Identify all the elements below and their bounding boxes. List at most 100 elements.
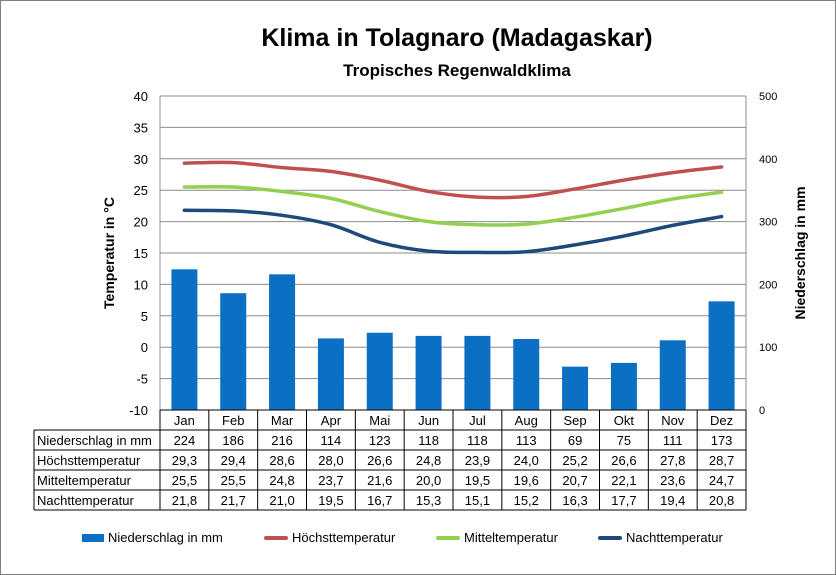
table-cell: 25,5 <box>221 473 246 488</box>
legend-item: Mitteltemperatur <box>436 530 558 545</box>
bar-jul <box>464 335 491 410</box>
table-cell: 21,8 <box>172 493 197 508</box>
table-cell: 15,2 <box>514 493 539 508</box>
table-cell: 23,7 <box>318 473 343 488</box>
y-left-tick-label: 40 <box>134 89 148 104</box>
table-cell: 21,6 <box>367 473 392 488</box>
x-tick-label-jan: Jan <box>174 413 195 428</box>
table-cell: 19,4 <box>660 493 685 508</box>
table-cell: 173 <box>711 433 733 448</box>
table-cell: 19,6 <box>514 473 539 488</box>
y-right-tick-label: 0 <box>759 405 765 417</box>
y-right-tick-label: 200 <box>759 279 777 291</box>
table-cell: 24,0 <box>514 453 539 468</box>
table-cell: 22,1 <box>611 473 636 488</box>
legend-label: Niederschlag in mm <box>108 530 223 545</box>
bar-sep <box>562 366 589 410</box>
legend-item: Nachttemperatur <box>598 530 723 545</box>
x-tick-label-apr: Apr <box>321 413 342 428</box>
table-cell: 16,7 <box>367 493 392 508</box>
y-left-tick-label: 15 <box>134 246 148 261</box>
bar-jan <box>171 269 198 410</box>
bar-okt <box>610 362 637 410</box>
chart-subtitle: Tropisches Regenwaldklima <box>343 61 571 80</box>
table-cell: 21,0 <box>269 493 294 508</box>
table-cell: 118 <box>418 433 439 448</box>
legend-item: Niederschlag in mm <box>82 530 223 545</box>
y-left-tick-label: 20 <box>134 215 148 230</box>
table-row-label: Mitteltemperatur <box>37 473 132 488</box>
legend-label: Mitteltemperatur <box>464 530 558 545</box>
legend-swatch <box>436 535 460 540</box>
x-tick-label-nov: Nov <box>661 413 685 428</box>
table-cell: 26,6 <box>367 453 392 468</box>
table-cell: 114 <box>321 433 342 448</box>
x-tick-label-mar: Mar <box>271 413 294 428</box>
table-row-label: Niederschlag in mm <box>37 433 152 448</box>
table-cell: 21,7 <box>221 493 246 508</box>
y-right-tick-label: 100 <box>759 342 777 354</box>
y-left-tick-label: -5 <box>136 372 148 387</box>
bar-feb <box>220 293 247 410</box>
bar-nov <box>659 340 686 410</box>
y-left-axis-title: Temperatur in °C <box>101 197 117 309</box>
table-cell: 15,1 <box>465 493 490 508</box>
table-cell: 17,7 <box>611 493 636 508</box>
table-cell: 186 <box>222 433 244 448</box>
legend-item: Höchsttemperatur <box>264 530 395 545</box>
table-cell: 16,3 <box>562 493 587 508</box>
table-cell: 29,3 <box>172 453 197 468</box>
table-cell: 20,8 <box>709 493 734 508</box>
x-tick-label-dez: Dez <box>710 413 733 428</box>
table-cell: 23,6 <box>660 473 685 488</box>
x-tick-label-jun: Jun <box>418 413 439 428</box>
table-cell: 216 <box>271 433 293 448</box>
line-mitteltemperatur <box>182 184 724 227</box>
table-row-label: Höchsttemperatur <box>37 453 141 468</box>
legend-swatch <box>264 535 288 540</box>
x-tick-label-aug: Aug <box>515 413 538 428</box>
line-h-chsttemperatur <box>182 160 724 200</box>
table-cell: 19,5 <box>318 493 343 508</box>
table-cell: 75 <box>617 433 631 448</box>
table-cell: 20,7 <box>562 473 587 488</box>
line-nachttemperatur <box>182 208 724 255</box>
y-left-tick-label: 35 <box>134 120 148 135</box>
table-cell: 24,7 <box>709 473 734 488</box>
table-cell: 19,5 <box>465 473 490 488</box>
table-cell: 224 <box>174 433 196 448</box>
x-tick-label-jul: Jul <box>469 413 486 428</box>
y-right-axis-title: Niederschlag in mm <box>792 186 808 319</box>
bar-jun <box>415 335 442 410</box>
chart-title: Klima in Tolagnaro (Madagaskar) <box>261 24 653 52</box>
legend-swatch <box>82 533 104 542</box>
bar-dez <box>708 301 735 410</box>
table-cell: 15,3 <box>416 493 441 508</box>
table-cell: 69 <box>568 433 582 448</box>
y-left-tick-label: 5 <box>141 309 148 324</box>
y-right-tick-label: 300 <box>759 217 777 229</box>
table-cell: 28,7 <box>709 453 734 468</box>
y-left-tick-label: 25 <box>134 183 148 198</box>
table-cell: 20,0 <box>416 473 441 488</box>
table-cell: 23,9 <box>465 453 490 468</box>
legend-label: Nachttemperatur <box>626 530 723 545</box>
x-tick-label-feb: Feb <box>222 413 244 428</box>
bar-mar <box>269 274 296 410</box>
table-cell: 27,8 <box>660 453 685 468</box>
table-cell: 24,8 <box>269 473 294 488</box>
table-row-label: Nachttemperatur <box>37 493 134 508</box>
table-cell: 28,6 <box>269 453 294 468</box>
y-left-tick-label: -10 <box>129 403 148 418</box>
table-cell: 24,8 <box>416 453 441 468</box>
y-right-tick-label: 400 <box>759 154 777 166</box>
y-left-tick-label: 0 <box>141 340 148 355</box>
y-right-tick-label: 500 <box>759 91 777 103</box>
legend-label: Höchsttemperatur <box>292 530 396 545</box>
table-cell: 123 <box>369 433 391 448</box>
x-tick-label-okt: Okt <box>614 413 635 428</box>
table-cell: 28,0 <box>318 453 343 468</box>
y-left-tick-label: 10 <box>134 277 148 292</box>
y-left-tick-label: 30 <box>134 152 148 167</box>
bar-mai <box>366 332 393 410</box>
